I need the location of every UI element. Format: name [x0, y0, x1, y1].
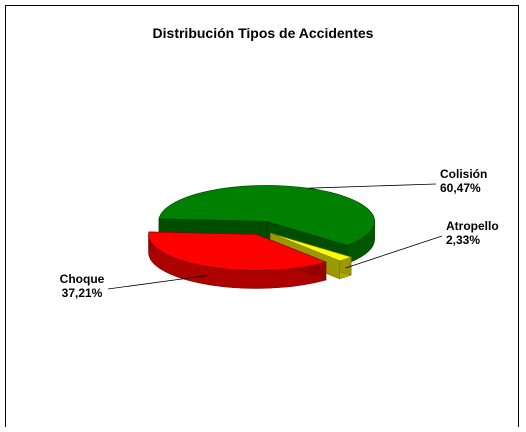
slice-label: Atropello	[446, 219, 499, 233]
slice-value-label: 2,33%	[446, 233, 480, 247]
slice-value-label: 37,21%	[62, 286, 103, 300]
slice-top	[270, 232, 352, 262]
slice-label: Choque	[60, 272, 105, 286]
slice-value-label: 60,47%	[440, 181, 481, 195]
pie-slice	[158, 185, 375, 264]
leader-line	[107, 275, 208, 290]
leader-line	[345, 235, 443, 269]
slice-top	[148, 231, 327, 271]
chart-title: Distribución Tipos de Accidentes	[153, 25, 374, 41]
leader-line	[308, 183, 437, 189]
slice-label: Colisión	[440, 167, 487, 181]
pie-slice	[148, 231, 327, 289]
